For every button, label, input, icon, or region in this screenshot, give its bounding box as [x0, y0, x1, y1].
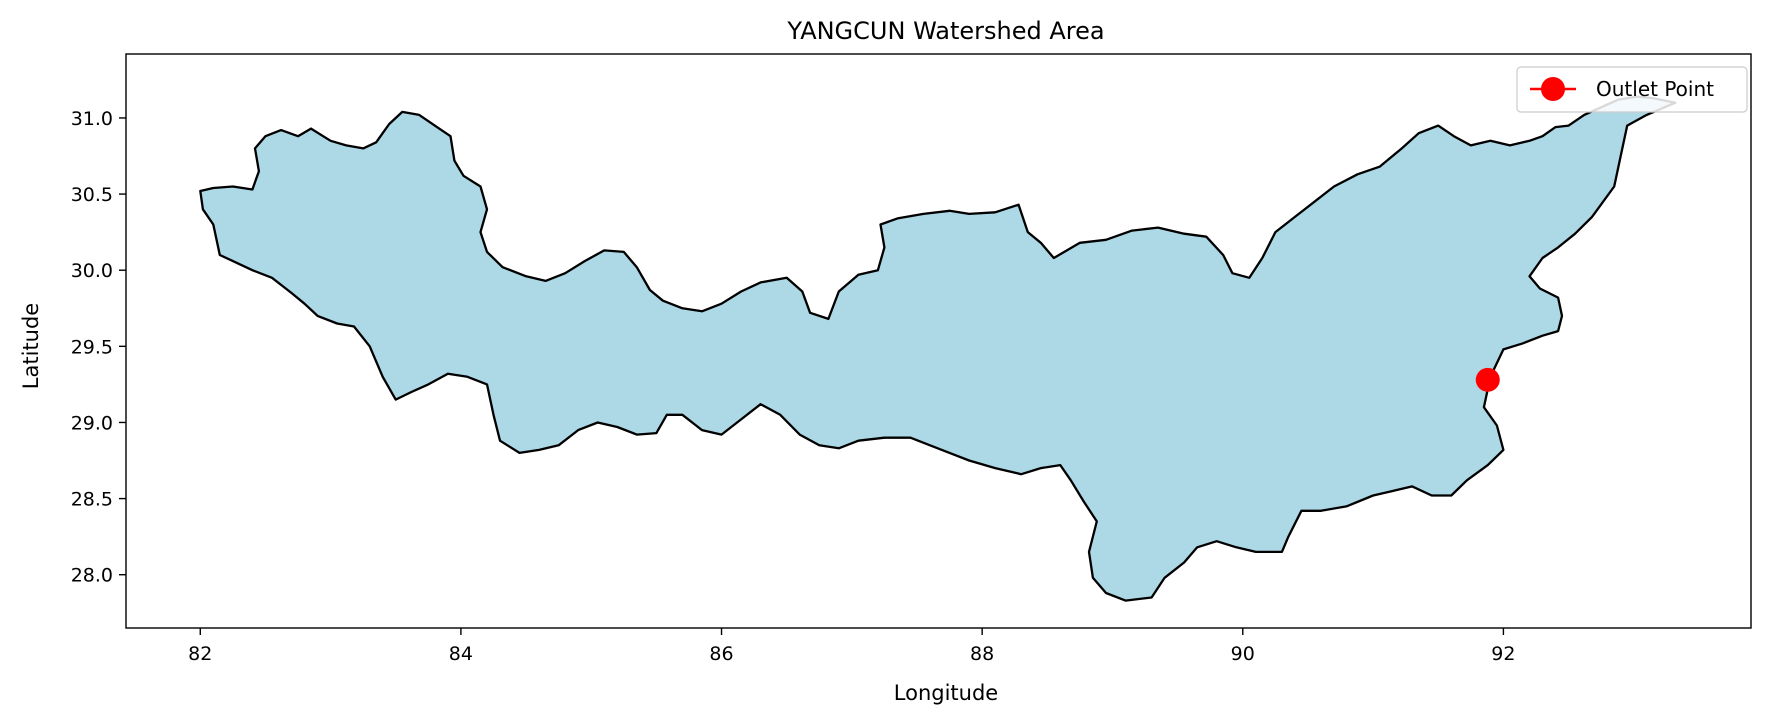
x-axis-ticks: 82 84 86 88 90 92	[188, 628, 1515, 665]
x-axis-label: Longitude	[894, 681, 998, 705]
legend-marker-sample	[1541, 77, 1565, 101]
plot-area	[199, 95, 1677, 602]
axes-frame	[125, 53, 1752, 629]
chart-title: YANGCUN Watershed Area	[786, 17, 1104, 45]
x-tick-label: 86	[709, 643, 733, 665]
watershed-polygon	[199, 95, 1677, 602]
x-tick-label: 88	[970, 643, 994, 665]
y-tick-label: 30.0	[71, 260, 113, 282]
y-tick-label: 28.0	[71, 565, 113, 587]
legend-box	[1516, 66, 1748, 113]
x-tick-label: 84	[449, 643, 473, 665]
legend-label-outlet-point: Outlet Point	[1596, 77, 1714, 101]
x-tick-label: 92	[1491, 643, 1515, 665]
y-axis-ticks: 28.0 28.5 29.0 29.5 30.0 30.5 31.0	[71, 108, 126, 587]
y-tick-label: 29.0	[71, 412, 113, 434]
y-tick-label: 29.5	[71, 336, 113, 358]
legend: Outlet Point	[1516, 66, 1748, 113]
y-tick-label: 31.0	[71, 108, 113, 130]
y-tick-label: 30.5	[71, 184, 113, 206]
x-tick-label: 82	[188, 643, 212, 665]
x-tick-label: 90	[1231, 643, 1255, 665]
y-tick-label: 28.5	[71, 489, 113, 511]
y-axis-label: Latitude	[19, 303, 43, 389]
outlet-point-marker	[1475, 367, 1500, 392]
